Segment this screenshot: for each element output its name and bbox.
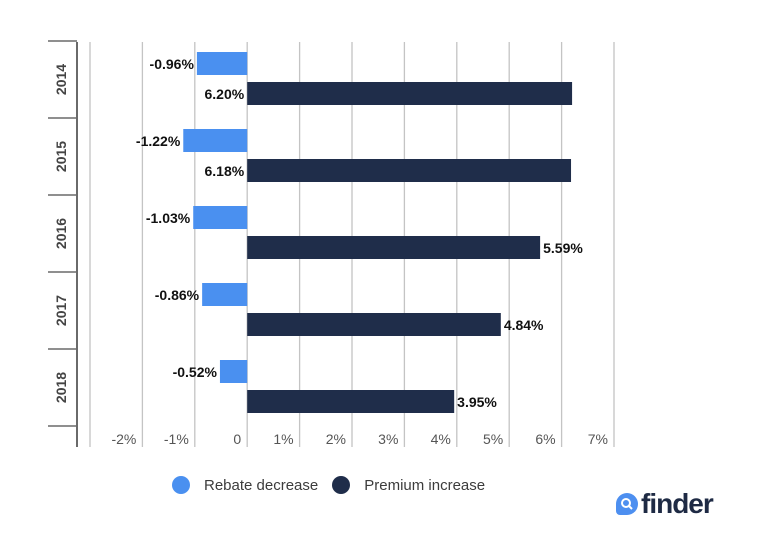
x-tick-label: -1% xyxy=(164,431,189,447)
bar-premium-increase xyxy=(247,236,541,259)
finder-logo-text: finder xyxy=(641,488,714,519)
category-label: 2015 xyxy=(53,141,69,172)
x-tick-label: 0 xyxy=(233,431,241,447)
data-label: -1.03% xyxy=(146,210,191,226)
legend-label-rebate: Rebate decrease xyxy=(204,476,319,494)
bar-rebate-decrease xyxy=(193,206,248,229)
bar-rebate-decrease xyxy=(183,129,248,152)
category-label: 2016 xyxy=(53,218,69,249)
data-label: 6.20% xyxy=(204,86,244,102)
x-tick-label: 3% xyxy=(378,431,398,447)
legend: Rebate decrease Premium increase xyxy=(172,476,499,494)
bar-rebate-decrease xyxy=(202,283,248,306)
bar-premium-increase xyxy=(247,313,501,336)
x-tick-label: 5% xyxy=(483,431,503,447)
data-label: 6.18% xyxy=(204,163,244,179)
x-tick-label: -2% xyxy=(111,431,136,447)
data-label: -0.52% xyxy=(173,364,218,380)
bar-premium-increase xyxy=(247,82,573,105)
data-label: 5.59% xyxy=(543,240,583,256)
finder-magnifier-icon xyxy=(616,493,638,515)
data-label: -1.22% xyxy=(136,133,181,149)
bar-rebate-decrease xyxy=(219,360,248,383)
data-label: 3.95% xyxy=(457,394,497,410)
category-label: 2018 xyxy=(53,372,69,403)
bar-premium-increase xyxy=(247,159,572,182)
bar-rebate-decrease xyxy=(196,52,248,75)
data-label: -0.96% xyxy=(150,56,195,72)
legend-swatch-rebate xyxy=(172,476,190,494)
x-tick-label: 4% xyxy=(431,431,451,447)
x-tick-label: 7% xyxy=(588,431,608,447)
x-tick-label: 1% xyxy=(273,431,293,447)
category-label: 2014 xyxy=(53,64,69,95)
data-label: -0.86% xyxy=(155,287,200,303)
category-label: 2017 xyxy=(53,295,69,326)
legend-swatch-premium xyxy=(332,476,351,494)
x-tick-label: 6% xyxy=(535,431,555,447)
legend-item-premium: Premium increase xyxy=(332,476,485,494)
data-label: 4.84% xyxy=(504,317,544,333)
x-tick-label: 2% xyxy=(326,431,346,447)
bar-chart: 2014 2015 2016 2017 2018 -0.96% 6.20% -1.22% 6.1… xyxy=(48,40,615,447)
legend-item-rebate: Rebate decrease xyxy=(172,476,318,494)
bar-premium-increase xyxy=(247,390,455,413)
legend-label-premium: Premium increase xyxy=(364,476,486,494)
finder-logo: finder xyxy=(616,488,714,519)
